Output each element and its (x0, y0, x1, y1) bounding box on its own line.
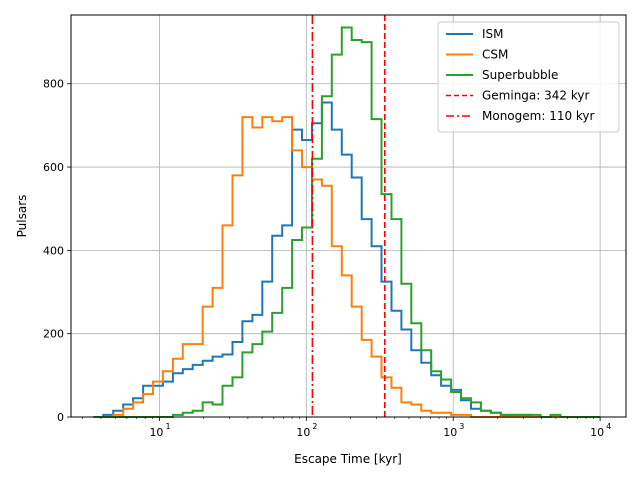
x-tick-label: 10 (443, 426, 457, 439)
x-axis-label: Escape Time [kyr] (294, 452, 402, 466)
legend-box (437, 21, 620, 133)
legend-entry-label: CSM (482, 48, 508, 62)
plot-frame (70, 14, 627, 418)
x-tick-exponent: 2 (312, 422, 317, 431)
x-tick-label: 10 (590, 426, 604, 439)
legend-entry-label: Superbubble (482, 68, 558, 82)
y-axis-label: Pulsars (15, 195, 29, 238)
reference-lines (311, 15, 386, 417)
y-axis-ticks: 0 200 400 600 800 (43, 78, 71, 424)
legend-entry-label: Monogem: 110 kyr (482, 109, 595, 123)
x-tick-label: 10 (149, 426, 163, 439)
x-tick-label: 10 (296, 426, 310, 439)
y-tick-label: 800 (43, 78, 64, 91)
x-tick-exponent: 4 (606, 422, 611, 431)
series-superbubble-outline (93, 26, 601, 418)
x-tick-exponent: 1 (165, 422, 170, 431)
legend: ISM CSM Superbubble Geminga: 342 kyr Monogem… (437, 21, 620, 133)
legend-entry-label: ISM (482, 27, 504, 41)
y-tick-label: 0 (57, 411, 64, 424)
histogram-series (93, 26, 601, 418)
x-tick-exponent: 3 (459, 422, 464, 431)
legend-entry-label: Geminga: 342 kyr (482, 89, 589, 103)
x-axis-ticks: 10 1 10 2 10 3 10 4 (82, 417, 611, 439)
series-csm-outline (93, 116, 601, 418)
y-tick-label: 200 (43, 328, 64, 341)
y-tick-label: 400 (43, 244, 64, 257)
y-tick-label: 600 (43, 161, 64, 174)
